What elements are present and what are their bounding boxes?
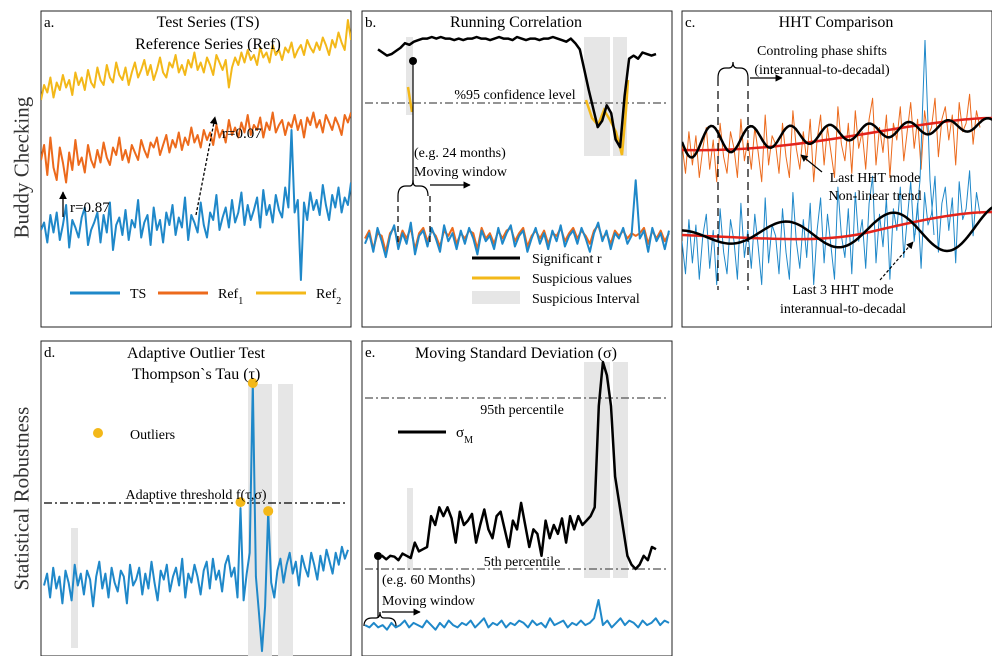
panel-b-suspicious-segment-1 — [406, 86, 414, 113]
panel-a-annot-r2: r=0.07 — [222, 126, 262, 142]
panel-c-mode-label2: Non-linear trend — [829, 189, 922, 204]
panel-b-window-label1: (e.g. 24 months) — [414, 146, 506, 161]
panel-b-suspicious-interval-2 — [584, 37, 610, 156]
panel-d-outlier-point-3 — [263, 506, 274, 517]
legend-sigma-label: σM — [456, 425, 473, 446]
panel-b-letter: b. — [365, 15, 376, 31]
panel-c-ts-line — [682, 170, 981, 286]
panel-e-window-label1: (e.g. 60 Months) — [382, 573, 476, 588]
panel-d-suspicious-interval-3 — [278, 384, 293, 656]
legend-ref2-label: Ref2 — [316, 287, 341, 307]
legend-ref1-sub: 1 — [238, 296, 243, 307]
panel-c-mode-arrow — [800, 154, 823, 173]
panel-c-phase-label2: (interannual-to-decadal) — [754, 63, 890, 78]
legend-sigma-sub: M — [464, 435, 473, 446]
panel-a-legend: TS Ref1 Ref2 — [70, 287, 341, 307]
legend-outliers-label: Outliers — [130, 428, 175, 443]
panel-b-frame — [361, 10, 673, 328]
panel-b-confidence-label: %95 confidence level — [454, 88, 575, 103]
panel-d-threshold-label: Adaptive threshold f(τ,σ) — [125, 488, 266, 503]
panel-a-title-line2: Reference Series (Ref) — [135, 36, 281, 53]
panel-d-suspicious-interval-1 — [71, 528, 78, 648]
legend-ts-label: TS — [130, 287, 146, 302]
panel-d: d. Adaptive Outlier Test Thompson`s Tau … — [40, 340, 352, 656]
panel-e-suspicious-interval-3 — [613, 362, 628, 578]
legend-suspicious-interval-label: Suspicious Interval — [532, 292, 640, 307]
panel-c-ts-spike — [914, 39, 935, 236]
panel-c-trend-lower — [682, 210, 992, 241]
panel-c-imf-upper — [682, 117, 992, 159]
panel-e-p5-label: 5th percentile — [484, 555, 561, 570]
panel-a-letter: a. — [44, 15, 54, 31]
panel-c-ref-line — [682, 93, 981, 183]
panel-a-ref2-line — [41, 19, 351, 101]
panel-b-significant-r-line — [377, 35, 657, 149]
legend-ref2-sub: 2 — [336, 296, 341, 307]
panel-b-ts-line — [364, 179, 670, 259]
panel-c-mode-label1: Last HHT mode — [830, 171, 921, 186]
panel-a-arrow-r2 — [195, 116, 218, 216]
panel-e-window-label2: Moving window — [382, 594, 476, 609]
panel-a-annot-r1: r=0.87 — [70, 200, 110, 216]
panel-b: b. Running Correlation %95 confidence le… — [361, 10, 673, 328]
legend-significant-label: Significant r — [532, 252, 602, 267]
panel-a-ts-line — [41, 129, 351, 281]
panel-d-title-line2: Thompson`s Tau (τ) — [132, 366, 261, 383]
panel-c-frame — [681, 10, 992, 328]
panel-e-suspicious-interval-1 — [407, 488, 413, 570]
panel-b-suspicious-segment-2 — [584, 79, 630, 156]
panel-d-letter: d. — [44, 345, 55, 361]
panel-c-phase-brace — [717, 61, 749, 79]
panel-a-frame — [40, 10, 352, 328]
panel-b-window-brace — [397, 179, 429, 197]
panel-e-sigma-line — [377, 360, 657, 571]
legend-ref1-main: Ref — [218, 287, 239, 302]
panel-c-imf-lower — [682, 206, 992, 253]
panel-a: a. Test Series (TS) Reference Series (Re… — [40, 10, 352, 328]
panel-c-title: HHT Comparison — [779, 14, 894, 31]
legend-ref1-label: Ref1 — [218, 287, 243, 307]
panel-d-title-line1: Adaptive Outlier Test — [127, 345, 266, 362]
panel-c-phase-label1: Controling phase shifts — [757, 44, 887, 59]
panel-c-last3-label2: interannual-to-decadal — [780, 302, 906, 317]
panel-c-letter: c. — [685, 15, 695, 31]
panel-e-ts-line — [364, 599, 670, 631]
panel-e: e. Moving Standard Deviation (σ) 95th pe… — [361, 340, 673, 656]
panel-e-p95-label: 95th percentile — [480, 403, 564, 418]
legend-sigma-main: σ — [456, 425, 464, 441]
panel-e-title: Moving Standard Deviation (σ) — [415, 345, 617, 362]
panel-c-last3-arrow — [879, 241, 914, 281]
panel-a-ref1-line — [41, 111, 351, 184]
panel-c-last3-label1: Last 3 HHT mode — [792, 283, 893, 298]
panel-b-window-marker — [409, 57, 417, 65]
panel-d-frame — [40, 340, 352, 656]
panel-b-title: Running Correlation — [450, 14, 582, 31]
panel-b-window-label2: Moving window — [414, 165, 508, 180]
panel-e-frame — [361, 340, 673, 656]
panel-b-legend: Significant r Suspicious values Suspicio… — [472, 252, 640, 307]
panel-b-ref-line — [364, 224, 670, 253]
panel-e-letter: e. — [365, 345, 375, 361]
panel-d-outlier-point-2 — [235, 497, 246, 508]
panel-d-outlier-point-1 — [247, 378, 258, 388]
legend-suspicious-values-label: Suspicious values — [532, 272, 632, 287]
panel-a-title-line1: Test Series (TS) — [157, 14, 260, 31]
panel-b-suspicious-interval-1 — [406, 37, 413, 115]
panel-d-ts-line — [43, 382, 349, 653]
panel-c: c. HHT Comparison Controling phase shift… — [681, 10, 992, 328]
legend-ref2-main: Ref — [316, 287, 337, 302]
legend-outliers-marker — [93, 428, 103, 438]
legend-suspicious-interval-swatch — [472, 291, 520, 304]
panel-e-window-brace — [363, 611, 397, 627]
